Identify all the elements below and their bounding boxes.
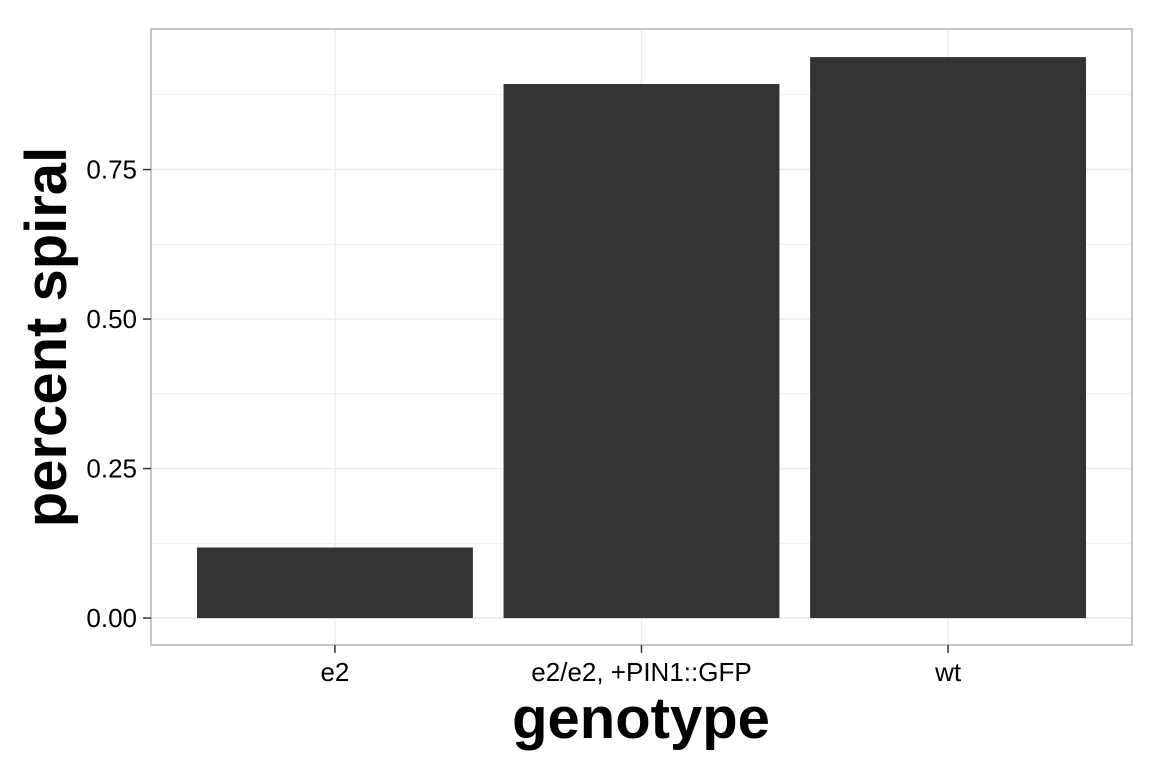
bar xyxy=(503,84,780,619)
x-tick-label: wt xyxy=(934,657,962,687)
bar xyxy=(196,547,473,619)
y-tick-label: 0.25 xyxy=(86,454,137,484)
y-tick-label: 0.00 xyxy=(86,603,137,633)
x-axis-title: genotype xyxy=(512,686,770,751)
bar xyxy=(810,57,1087,619)
y-tick-label: 0.75 xyxy=(86,155,137,185)
bars xyxy=(196,57,1087,619)
y-tick-label: 0.50 xyxy=(86,304,137,334)
x-tick-label: e2 xyxy=(320,657,349,687)
y-axis-title: percent spiral xyxy=(14,147,79,527)
x-tick-label: e2/e2, +PIN1::GFP xyxy=(531,657,751,687)
